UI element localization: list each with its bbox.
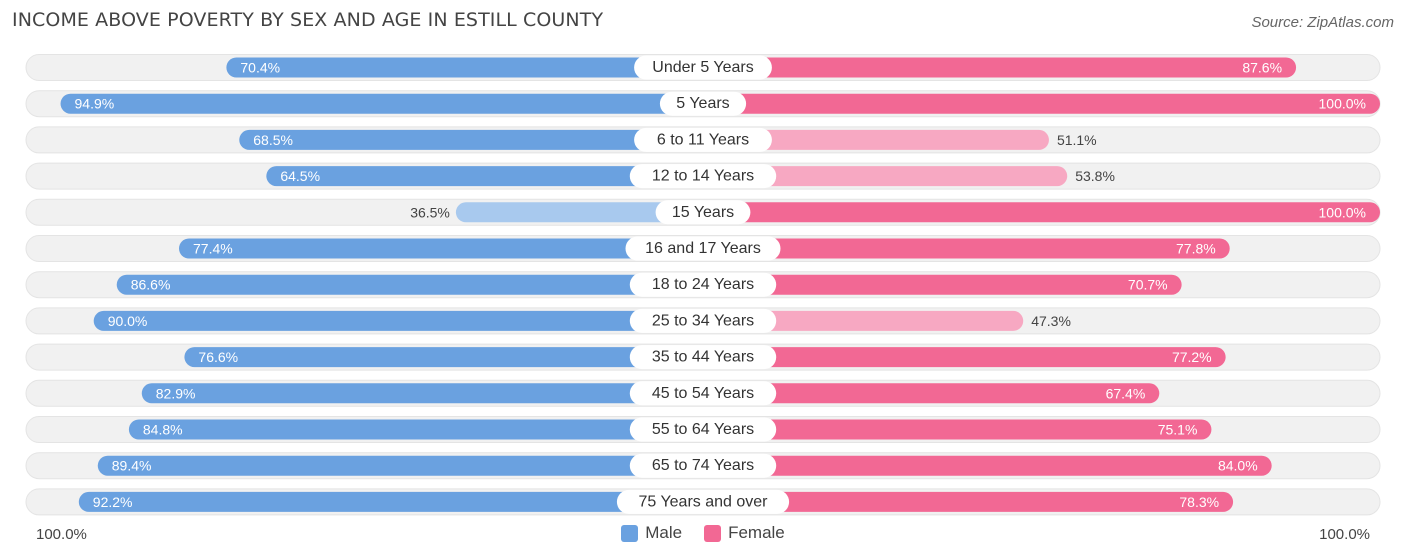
category-label: 35 to 44 Years bbox=[652, 349, 754, 366]
legend-swatch-male bbox=[621, 524, 639, 542]
bar-female bbox=[703, 383, 1160, 404]
bar-male bbox=[179, 238, 703, 259]
bar-female bbox=[703, 129, 1049, 150]
category-pill bbox=[634, 55, 772, 80]
category-label: 18 to 24 Years bbox=[652, 276, 754, 293]
bar-female bbox=[703, 202, 1380, 223]
value-label-male: 70.4% bbox=[240, 60, 280, 76]
bar-male bbox=[226, 57, 703, 78]
bar-male bbox=[266, 166, 703, 187]
value-label-male: 92.2% bbox=[93, 494, 133, 510]
value-label-male: 68.5% bbox=[253, 132, 293, 148]
axis-right-label: 100.0% bbox=[1319, 526, 1370, 543]
category-pill bbox=[629, 453, 777, 478]
bar-female bbox=[703, 347, 1226, 368]
bar-male bbox=[455, 202, 703, 223]
bar-male bbox=[141, 383, 704, 404]
category-label: 6 to 11 Years bbox=[657, 131, 749, 148]
category-label: Under 5 Years bbox=[652, 59, 753, 76]
legend-item-male[interactable]: Male bbox=[621, 523, 682, 543]
value-label-male: 64.5% bbox=[280, 168, 320, 184]
bar-male bbox=[128, 419, 704, 440]
category-label: 16 and 17 Years bbox=[645, 240, 761, 257]
category-label: 25 to 34 Years bbox=[652, 312, 754, 329]
value-label-male: 76.6% bbox=[198, 349, 238, 365]
category-label: 55 to 64 Years bbox=[652, 421, 754, 438]
bar-male bbox=[116, 274, 703, 295]
chart-area: 70.4% 87.6% Under 5 Years 94.9% 100.0% 5 Year… bbox=[25, 54, 1381, 516]
bar-female bbox=[703, 93, 1380, 114]
value-label-male: 36.5% bbox=[410, 204, 450, 220]
value-label-male: 82.9% bbox=[156, 385, 196, 401]
legend: Male Female bbox=[0, 523, 1406, 543]
value-label-female: 77.8% bbox=[1176, 241, 1216, 257]
category-pill bbox=[629, 272, 777, 297]
bar-male bbox=[184, 347, 704, 368]
bar-female bbox=[703, 491, 1234, 512]
value-label-female: 53.8% bbox=[1075, 168, 1115, 184]
chart-title: INCOME ABOVE POVERTY BY SEX AND AGE IN E… bbox=[12, 9, 604, 31]
category-pill bbox=[659, 91, 747, 116]
category-pill bbox=[629, 417, 777, 442]
category-pill bbox=[625, 236, 781, 261]
value-label-male: 86.6% bbox=[131, 277, 171, 293]
category-pill bbox=[634, 127, 772, 152]
value-label-female: 47.3% bbox=[1031, 313, 1071, 329]
bar-male bbox=[60, 93, 704, 114]
category-pill bbox=[629, 164, 777, 189]
value-label-female: 70.7% bbox=[1128, 277, 1168, 293]
category-label: 12 to 14 Years bbox=[652, 168, 754, 185]
value-label-female: 51.1% bbox=[1057, 132, 1097, 148]
value-label-female: 84.0% bbox=[1218, 458, 1258, 474]
category-label: 75 Years and over bbox=[639, 493, 769, 510]
bar-female bbox=[703, 310, 1024, 331]
category-pill bbox=[629, 381, 777, 406]
value-label-female: 67.4% bbox=[1106, 385, 1146, 401]
category-label: 45 to 54 Years bbox=[652, 385, 754, 402]
bar-male bbox=[78, 491, 703, 512]
bar-male bbox=[97, 455, 703, 476]
category-label: 5 Years bbox=[676, 95, 729, 112]
source-label: Source: ZipAtlas.com bbox=[1251, 14, 1394, 31]
axis-left-label: 100.0% bbox=[36, 526, 87, 543]
bar-female bbox=[703, 238, 1230, 259]
value-label-male: 77.4% bbox=[193, 241, 233, 257]
bar-male bbox=[239, 129, 703, 150]
legend-label-male: Male bbox=[645, 523, 683, 542]
legend-label-female: Female bbox=[728, 523, 785, 542]
category-pill bbox=[629, 345, 777, 370]
value-label-female: 77.2% bbox=[1172, 349, 1212, 365]
bar-female bbox=[703, 166, 1068, 187]
value-label-male: 84.8% bbox=[143, 422, 183, 438]
category-pill bbox=[655, 200, 751, 225]
category-label: 15 Years bbox=[672, 204, 734, 221]
value-label-male: 90.0% bbox=[108, 313, 148, 329]
value-label-female: 100.0% bbox=[1319, 96, 1366, 112]
bar-female bbox=[703, 274, 1182, 295]
value-label-female: 100.0% bbox=[1319, 204, 1366, 220]
category-pill bbox=[616, 489, 790, 514]
bar-female bbox=[703, 455, 1272, 476]
bar-female bbox=[703, 57, 1297, 78]
legend-item-female[interactable]: Female bbox=[704, 523, 785, 543]
value-label-male: 94.9% bbox=[75, 96, 115, 112]
category-label: 65 to 74 Years bbox=[652, 457, 754, 474]
value-label-female: 87.6% bbox=[1242, 60, 1282, 76]
bar-male bbox=[93, 310, 703, 331]
value-label-female: 78.3% bbox=[1179, 494, 1219, 510]
value-label-male: 89.4% bbox=[112, 458, 152, 474]
legend-swatch-female bbox=[704, 524, 722, 542]
bar-female bbox=[703, 419, 1212, 440]
category-pill bbox=[629, 308, 777, 333]
value-label-female: 75.1% bbox=[1158, 422, 1198, 438]
